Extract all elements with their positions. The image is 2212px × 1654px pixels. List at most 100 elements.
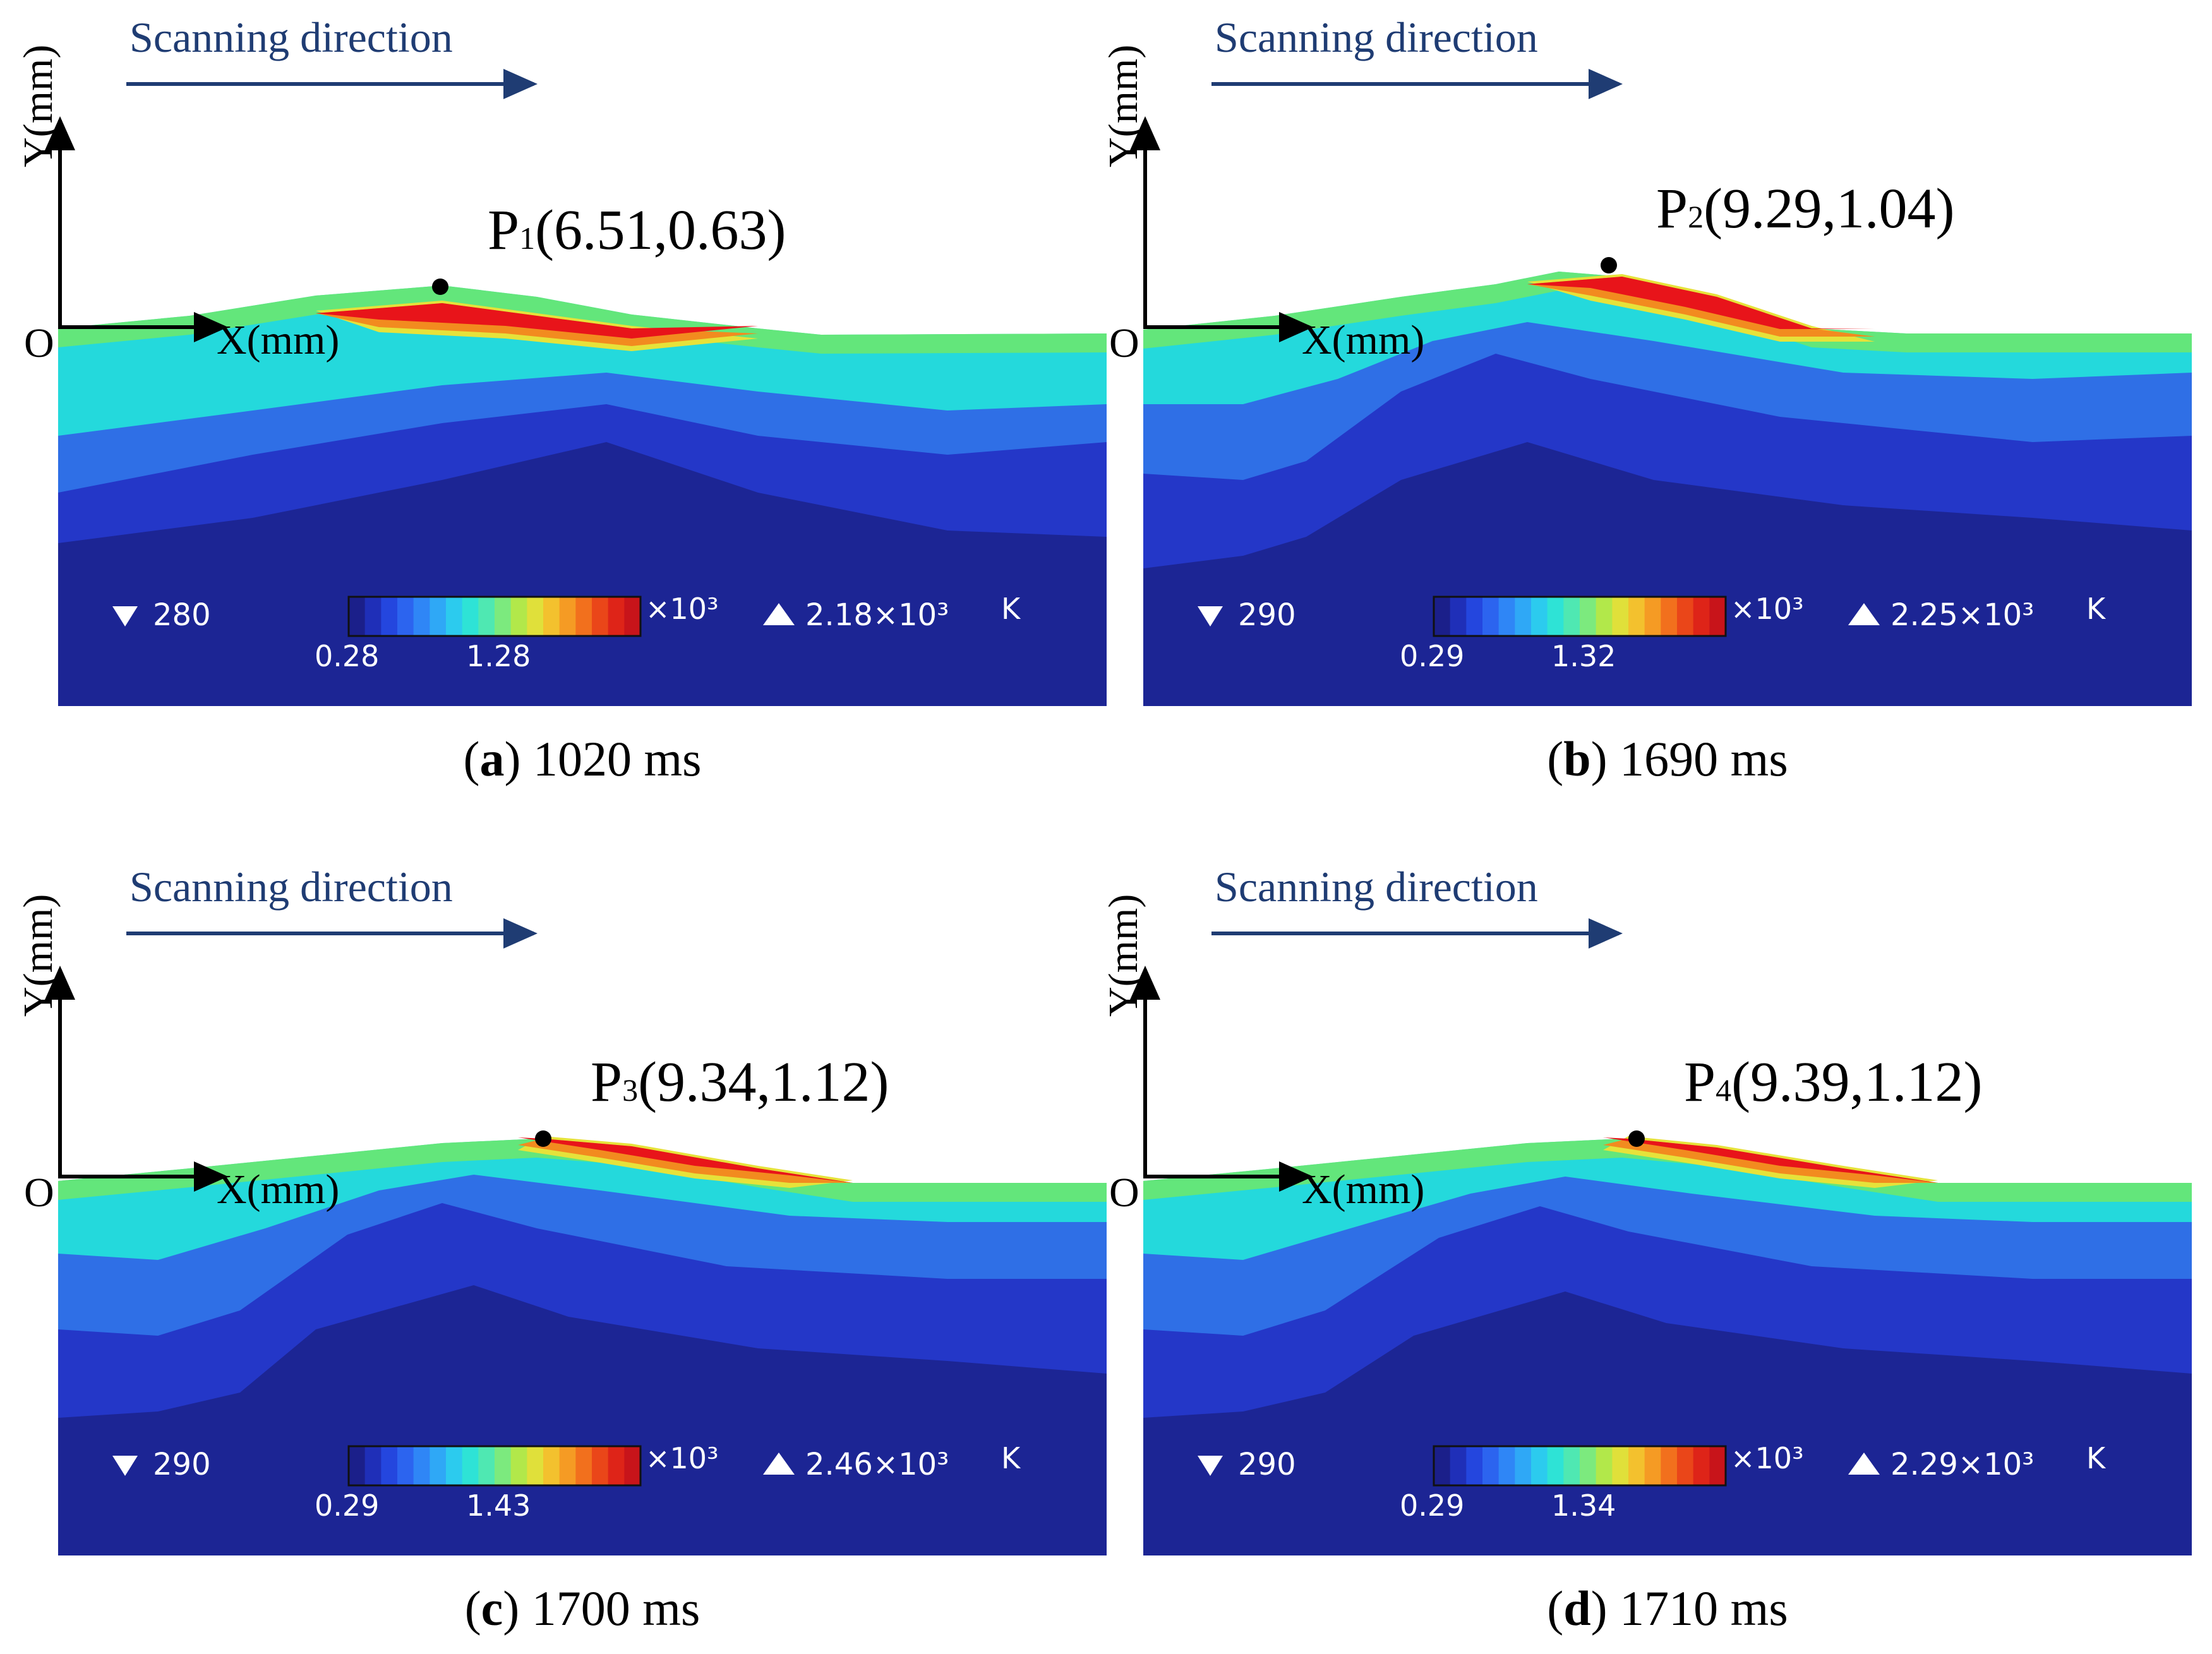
colorbar-segment — [446, 597, 463, 636]
unit-label: K — [1001, 592, 1021, 626]
colorbar-exponent: ×10³ — [646, 592, 719, 626]
colorbar-segment — [1580, 597, 1597, 636]
y-axis-label: Y(mm) — [15, 894, 61, 1017]
colorbar-mid-label: 1.32 — [1551, 639, 1616, 673]
colorbar-segment — [624, 597, 641, 636]
caption-paren-close: ) — [1591, 731, 1620, 786]
colorbar-segment — [1434, 1446, 1451, 1485]
colorbar-frame — [1433, 596, 1727, 637]
caption-time: 1700 ms — [532, 1581, 700, 1636]
colorbar-segment — [1498, 1446, 1516, 1485]
peak-point-coords: (9.39,1.12) — [1731, 1051, 1982, 1113]
peak-point-letter: P — [591, 1051, 622, 1113]
colorbar-segment — [575, 1446, 592, 1485]
peak-point-letter: P — [488, 199, 519, 261]
temperature-band — [1143, 1291, 2192, 1555]
colorbar-segment — [510, 597, 528, 636]
min-temperature-label: 290 — [153, 1447, 211, 1482]
panel-caption: (c) 1700 ms — [465, 1581, 700, 1636]
colorbar-segment — [543, 597, 560, 636]
colorbar-segment — [1612, 1446, 1629, 1485]
x-axis-label: X(mm) — [1302, 1166, 1424, 1213]
colorbar — [1433, 1445, 1727, 1487]
caption-paren-close: ) — [1591, 1581, 1620, 1636]
colorbar-segment — [430, 597, 447, 636]
colorbar-segment — [1628, 597, 1645, 636]
peak-point-letter: P — [1656, 177, 1688, 240]
colorbar-segment — [1677, 1446, 1694, 1485]
peak-point-subscript: 3 — [622, 1072, 638, 1108]
colorbar-segment — [430, 1446, 447, 1485]
colorbar-segment — [397, 1446, 414, 1485]
colorbar-segment — [1677, 597, 1694, 636]
caption-paren-close: ) — [503, 1581, 531, 1636]
colorbar-exponent: ×10³ — [1731, 1441, 1804, 1475]
colorbar-segment — [495, 597, 512, 636]
caption-letter: a — [479, 731, 504, 786]
colorbar-segment — [364, 1446, 382, 1485]
colorbar-mid-label: 1.43 — [466, 1489, 531, 1523]
panel-c: Scanning direction Y(mm) X(mm) O P3(9.34,1.1… — [15, 863, 1107, 1636]
colorbar-mid-label: 1.28 — [466, 639, 531, 673]
x-axis-label: X(mm) — [217, 1166, 339, 1213]
caption-time: 1690 ms — [1620, 731, 1788, 786]
colorbar-segment — [1563, 1446, 1580, 1485]
peak-point-subscript: 1 — [519, 220, 535, 256]
scanning-direction-label: Scanning direction — [1215, 863, 1538, 911]
colorbar-segment — [1596, 1446, 1613, 1485]
caption-paren-open: ( — [464, 731, 480, 786]
max-temperature-label: 2.18×10³ — [805, 597, 949, 633]
colorbar-segment — [381, 1446, 398, 1485]
colorbar-segment — [527, 1446, 544, 1485]
peak-point-coords: (6.51,0.63) — [535, 199, 786, 261]
caption-paren-open: ( — [465, 1581, 481, 1636]
scanning-direction-label: Scanning direction — [129, 13, 453, 61]
contour-field-d — [1143, 1136, 2192, 1555]
colorbar-segment — [349, 597, 366, 636]
peak-point-coords: (9.34,1.12) — [638, 1051, 889, 1113]
panel-d: Scanning direction Y(mm) X(mm) O P4(9.39,1.1… — [1100, 863, 2192, 1636]
colorbar-segment — [1661, 597, 1678, 636]
peak-point-marker — [535, 1130, 551, 1147]
caption-time: 1020 ms — [533, 731, 702, 786]
temperature-band — [58, 1285, 1107, 1555]
scanning-direction-label: Scanning direction — [1215, 13, 1538, 61]
peak-point-subscript: 2 — [1688, 199, 1704, 234]
colorbar-segment — [543, 1446, 560, 1485]
colorbar-segment — [1644, 1446, 1662, 1485]
colorbar-low-label: 0.29 — [315, 1489, 379, 1523]
colorbar — [347, 1445, 642, 1487]
colorbar-segment — [364, 597, 382, 636]
hotspot-red-band — [316, 303, 758, 339]
caption-letter: c — [481, 1581, 503, 1636]
hotspot-red-band — [1603, 1137, 1938, 1183]
hotspot-red-band — [518, 1137, 853, 1183]
colorbar-low-label: 0.29 — [1400, 1489, 1464, 1523]
y-axis-label: Y(mm) — [15, 45, 61, 167]
surface-green-band — [58, 1139, 1107, 1202]
colorbar-segment — [592, 1446, 609, 1485]
colorbar-segment — [1434, 597, 1451, 636]
peak-point-label: P2(9.29,1.04) — [1656, 177, 1955, 240]
colorbar-segment — [1547, 597, 1565, 636]
legend-d: 290 ×10³ 0.29 1.34 2.29×10³ K — [1198, 1441, 2107, 1523]
colorbar-segment — [462, 1446, 479, 1485]
caption-letter: d — [1563, 1581, 1590, 1636]
colorbar-segment — [1693, 597, 1710, 636]
colorbar-segment — [1661, 1446, 1678, 1485]
colorbar-frame — [347, 596, 642, 637]
colorbar-segment — [1547, 1446, 1565, 1485]
caption-paren-open: ( — [1547, 1581, 1563, 1636]
colorbar-exponent: ×10³ — [646, 1441, 719, 1475]
colorbar — [1433, 596, 1727, 637]
legend-c: 290 ×10³ 0.29 1.43 2.46×10³ K — [112, 1441, 1021, 1523]
max-temperature-label: 2.29×10³ — [1890, 1447, 2034, 1482]
peak-point-label: P3(9.34,1.12) — [591, 1051, 889, 1113]
min-temperature-label: 290 — [1238, 1447, 1296, 1482]
hotspot-red-band — [1527, 277, 1875, 329]
y-axis-label: Y(mm) — [1100, 894, 1146, 1017]
colorbar-segment — [495, 1446, 512, 1485]
colorbar-segment — [1498, 597, 1516, 636]
colorbar-segment — [413, 1446, 431, 1485]
